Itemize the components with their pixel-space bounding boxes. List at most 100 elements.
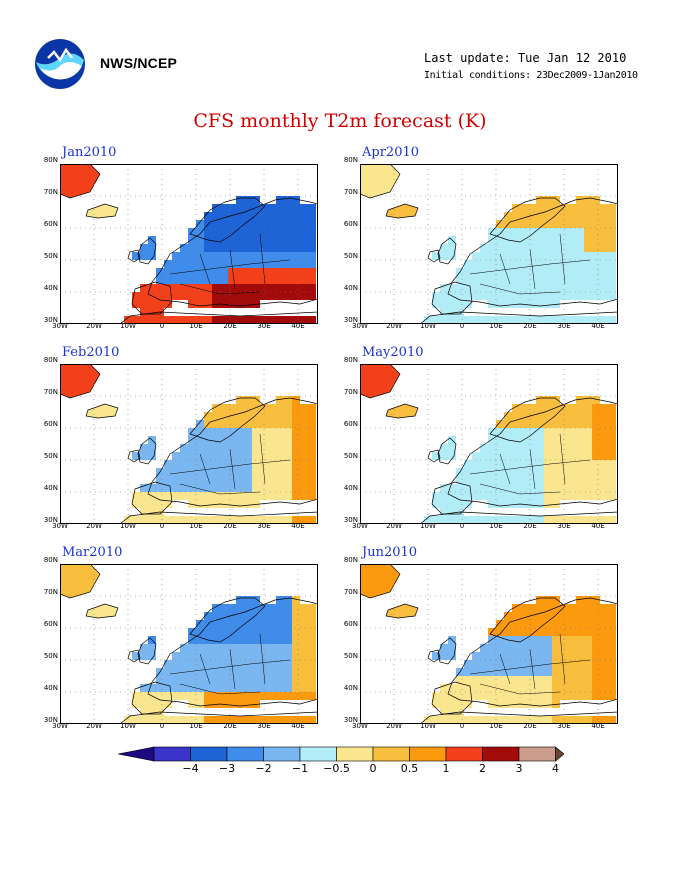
map-plot xyxy=(60,564,318,724)
lat-label: 30N xyxy=(43,316,58,324)
lat-label: 50N xyxy=(43,252,58,260)
initial-conditions-text: Initial conditions: 23Dec2009-1Jan2010 xyxy=(424,70,638,81)
lat-label: 80N xyxy=(43,156,58,164)
lat-label: 60N xyxy=(43,620,58,628)
lat-label: 50N xyxy=(343,252,358,260)
lat-label: 80N xyxy=(343,356,358,364)
lon-label: 10E xyxy=(189,722,203,730)
lat-label: 60N xyxy=(43,220,58,228)
lon-label: 10W xyxy=(120,322,136,330)
panel-title: Mar2010 xyxy=(62,545,123,560)
map-panel-feb: Feb2010 80N 70N 60N 50N 40N 30N 30W 20W 10W 0 10E 2… xyxy=(44,345,360,552)
lat-label: 50N xyxy=(343,452,358,460)
lon-label: 20E xyxy=(223,522,237,530)
lon-label: 10W xyxy=(420,722,436,730)
lon-label: 40E xyxy=(291,322,305,330)
lon-label: 0 xyxy=(159,522,165,530)
panel-title: Jan2010 xyxy=(62,145,117,160)
lat-label: 80N xyxy=(43,356,58,364)
lat-label: 80N xyxy=(343,556,358,564)
noaa-logo-icon xyxy=(35,39,85,89)
colorbar-label: −1 xyxy=(291,762,309,775)
lat-label: 60N xyxy=(343,620,358,628)
lon-label: 20W xyxy=(86,522,102,530)
lon-label: 10W xyxy=(420,522,436,530)
lon-label: 30W xyxy=(52,522,68,530)
lon-label: 40E xyxy=(591,722,605,730)
lat-label: 70N xyxy=(343,188,358,196)
lat-label: 70N xyxy=(43,588,58,596)
lon-label: 10E xyxy=(189,522,203,530)
lat-label: 40N xyxy=(43,484,58,492)
lat-label: 50N xyxy=(343,652,358,660)
lon-label: 10E xyxy=(489,522,503,530)
lon-label: 10W xyxy=(120,522,136,530)
colorbar-label: −2 xyxy=(255,762,272,775)
lon-label: 30E xyxy=(257,522,271,530)
colorbar-label: 4 xyxy=(552,762,559,775)
panel-title: May2010 xyxy=(362,345,424,360)
lon-label: 10E xyxy=(489,722,503,730)
last-update-text: Last update: Tue Jan 12 2010 xyxy=(424,51,627,65)
lon-label: 40E xyxy=(591,522,605,530)
lat-label: 70N xyxy=(43,388,58,396)
panel-title: Jun2010 xyxy=(362,545,418,560)
lat-label: 30N xyxy=(43,516,58,524)
lon-label: 30W xyxy=(352,322,368,330)
lat-label: 40N xyxy=(343,284,358,292)
colorbar-label: 1 xyxy=(442,762,450,775)
lat-label: 50N xyxy=(43,652,58,660)
colorbar-label: 0 xyxy=(369,762,377,775)
colorbar xyxy=(118,746,564,762)
lat-label: 30N xyxy=(343,516,358,524)
lat-label: 40N xyxy=(343,484,358,492)
lon-label: 20W xyxy=(386,522,402,530)
lat-label: 70N xyxy=(343,588,358,596)
lon-label: 40E xyxy=(591,322,605,330)
lat-label: 60N xyxy=(43,420,58,428)
lon-label: 30W xyxy=(52,322,68,330)
lon-label: 20W xyxy=(386,722,402,730)
map-plot xyxy=(60,364,318,524)
lon-label: 30W xyxy=(352,522,368,530)
lat-label: 80N xyxy=(343,156,358,164)
lon-label: 20E xyxy=(223,322,237,330)
map-plot xyxy=(360,564,618,724)
lon-label: 0 xyxy=(159,722,165,730)
lat-label: 50N xyxy=(43,452,58,460)
lon-label: 20E xyxy=(523,722,537,730)
lon-label: 10E xyxy=(189,322,203,330)
colorbar-label: −3 xyxy=(218,762,236,775)
map-plot xyxy=(360,164,618,324)
lat-label: 30N xyxy=(43,716,58,724)
panel-title: Feb2010 xyxy=(62,345,120,360)
lat-label: 40N xyxy=(43,684,58,692)
agency-label: NWS/NCEP xyxy=(100,55,178,71)
lon-label: 40E xyxy=(291,522,305,530)
lon-label: 10W xyxy=(420,322,436,330)
lon-label: 20E xyxy=(523,522,537,530)
map-panel-mar: Mar2010 80N 70N 60N 50N 40N 30N 30W 20W 10W 0 10E 2… xyxy=(44,545,360,752)
colorbar-label: 2 xyxy=(479,762,486,775)
lon-label: 30E xyxy=(557,722,571,730)
lat-label: 80N xyxy=(43,556,58,564)
lon-label: 0 xyxy=(459,722,465,730)
lat-label: 30N xyxy=(343,316,358,324)
colorbar-label: −0.5 xyxy=(323,762,350,775)
map-panel-jan: Jan2010 80N 70N 60N 50N 40N 30N 30W 20W 10W 0 10E 2… xyxy=(44,145,360,352)
lon-label: 10E xyxy=(489,322,503,330)
lon-label: 30E xyxy=(557,322,571,330)
lat-label: 60N xyxy=(343,420,358,428)
colorbar-label: 0.5 xyxy=(400,762,419,775)
lon-label: 30E xyxy=(257,722,271,730)
lon-label: 20W xyxy=(86,322,102,330)
colorbar-label: −4 xyxy=(182,762,199,775)
colorbar-label: 3 xyxy=(515,762,523,775)
map-panel-apr: Apr2010 80N 70N 60N 50N 40N 30N 30W 20W 10W 0 10E 2… xyxy=(344,145,660,352)
lon-label: 30E xyxy=(257,322,271,330)
lon-label: 20E xyxy=(523,322,537,330)
lat-label: 40N xyxy=(343,684,358,692)
lon-label: 20E xyxy=(223,722,237,730)
lat-label: 70N xyxy=(43,188,58,196)
lat-label: 70N xyxy=(343,388,358,396)
